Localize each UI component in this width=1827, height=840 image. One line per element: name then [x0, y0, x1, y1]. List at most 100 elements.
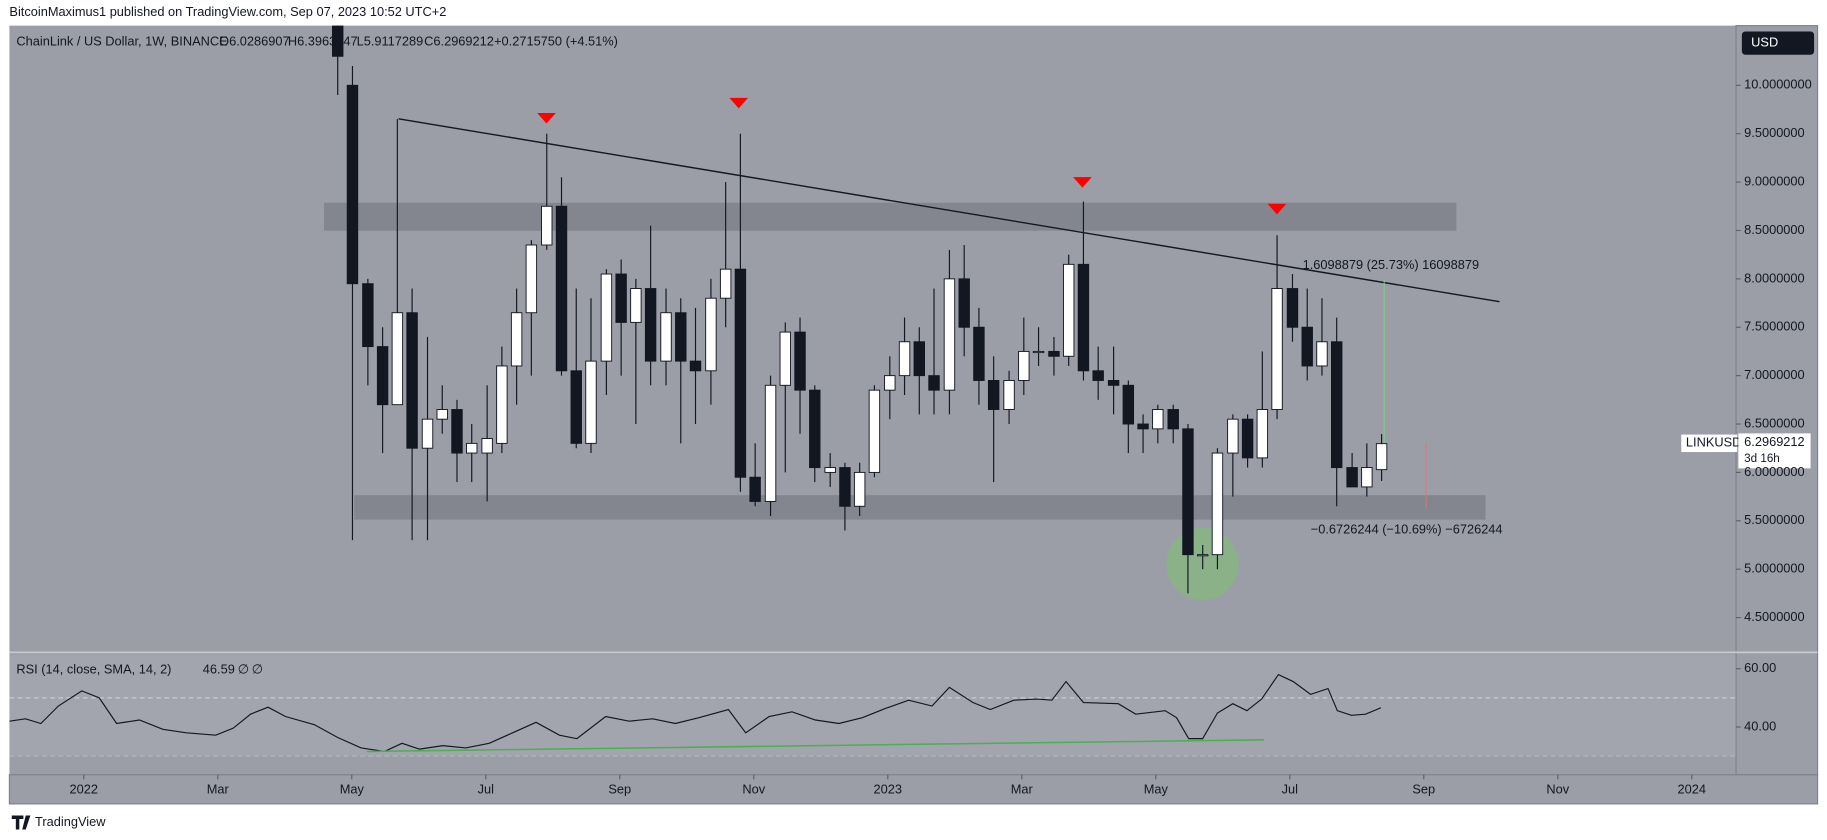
price-tag-label: 6.2969212: [1744, 434, 1805, 449]
candle-body: [1211, 452, 1224, 556]
time-axis: [8, 774, 1819, 805]
y-tick-label: 60.00: [1744, 660, 1776, 675]
candle-body: [1048, 350, 1060, 357]
x-tick-label: Mar: [207, 781, 230, 796]
x-tick-label: Mar: [1011, 781, 1034, 796]
open: O6.0286907: [219, 33, 289, 48]
x-tick-label: Jul: [478, 781, 494, 796]
x-tick-label: Jul: [1282, 781, 1298, 796]
trendline: [398, 118, 1500, 303]
candle-body: [675, 312, 687, 362]
resistance-zone: [323, 202, 1457, 231]
candle-body: [481, 438, 493, 454]
candle-body: [510, 312, 523, 367]
candle-body: [719, 268, 732, 299]
rsi-placeholder: ∅: [252, 661, 263, 676]
x-tick-label: Nov: [742, 781, 765, 796]
candle-body: [1003, 380, 1015, 410]
candle-body: [809, 389, 821, 469]
y-tick-label: 6.0000000: [1744, 464, 1805, 479]
candle-body: [853, 471, 866, 507]
candle-body: [958, 278, 970, 328]
candle-body: [436, 409, 448, 420]
candle-body: [1092, 370, 1104, 381]
candle-body: [332, 25, 344, 57]
candle-body: [794, 331, 806, 391]
symbol: ChainLink / US Dollar, 1W, BINANCE: [16, 33, 227, 48]
candle-body: [1032, 350, 1045, 354]
candle-body: [868, 389, 881, 473]
candle-body: [1062, 263, 1075, 357]
candle-body: [1167, 409, 1179, 430]
candle-body: [1122, 384, 1135, 425]
candle-body: [1330, 341, 1343, 469]
x-tick-label: Nov: [1546, 781, 1569, 796]
candle-body: [898, 341, 911, 377]
upper-measure-label: 1.6098879 (25.73%) 16098879: [1303, 257, 1479, 272]
candle-body: [391, 312, 404, 406]
candle-body: [496, 365, 508, 444]
candle-body: [585, 360, 597, 444]
candle-body: [1271, 288, 1283, 410]
symbol-tag-label: LINKUSD: [1686, 435, 1741, 450]
candle-body: [1301, 326, 1313, 367]
rsi-readout: 46.59: [203, 661, 235, 676]
y-tick-label: 8.0000000: [1744, 270, 1805, 285]
peak-marker: [537, 113, 556, 124]
candle-body: [824, 467, 836, 473]
x-tick-label: May: [340, 781, 365, 796]
candle-body: [884, 375, 896, 391]
x-tick-label: Sep: [1412, 781, 1435, 796]
currency-button[interactable]: [1741, 31, 1815, 55]
peak-marker: [729, 97, 749, 109]
candle-body: [705, 297, 717, 372]
candle-body: [660, 312, 672, 362]
candle-body: [600, 273, 613, 362]
candle-body: [346, 84, 359, 285]
candle-body: [1346, 467, 1358, 488]
y-tick-label: 4.5000000: [1744, 609, 1805, 624]
candle-body: [1316, 341, 1328, 367]
candle-body: [570, 370, 582, 444]
candle-body: [1077, 263, 1090, 372]
candle-body: [1227, 418, 1239, 454]
candle-body: [525, 244, 538, 314]
symbol-tag: [1681, 434, 1738, 453]
candle-body: [630, 288, 642, 323]
y-tick-label: 7.0000000: [1744, 367, 1805, 382]
candle-body: [362, 283, 374, 348]
candle-body: [764, 384, 777, 502]
candle-body: [734, 268, 747, 478]
candle-body: [928, 375, 940, 391]
low: L5.9117289: [357, 33, 424, 48]
currency[interactable]: USD: [1751, 34, 1778, 49]
candle-body: [749, 476, 761, 502]
x-tick-label: May: [1144, 781, 1169, 796]
candle-body: [1256, 409, 1269, 459]
footer: TradingView: [35, 814, 106, 829]
candle-body: [913, 341, 925, 377]
y-tick-label: 9.5000000: [1744, 125, 1805, 140]
candle-body: [421, 418, 434, 449]
candle-body: [943, 278, 956, 391]
peak-marker: [1267, 203, 1287, 215]
rsi-line: [9, 673, 1382, 753]
candle-body: [779, 331, 791, 386]
support-zone: [354, 495, 1486, 520]
candle-body: [615, 273, 627, 323]
y-tick-label: 6.5000000: [1744, 415, 1805, 430]
candle-body: [973, 326, 985, 381]
candle-body: [466, 442, 478, 454]
x-tick-label: 2022: [70, 781, 98, 796]
candle-body: [451, 409, 463, 454]
high: H6.3963447: [288, 33, 358, 48]
peak-marker: [1073, 177, 1092, 188]
candle-body: [1182, 428, 1194, 556]
rsi-placeholder: ∅: [238, 661, 249, 676]
y-tick-label: 7.5000000: [1744, 319, 1805, 334]
logo: [11, 815, 31, 830]
publisher: BitcoinMaximus1 published on TradingView…: [9, 4, 446, 19]
candle-body: [839, 467, 851, 507]
